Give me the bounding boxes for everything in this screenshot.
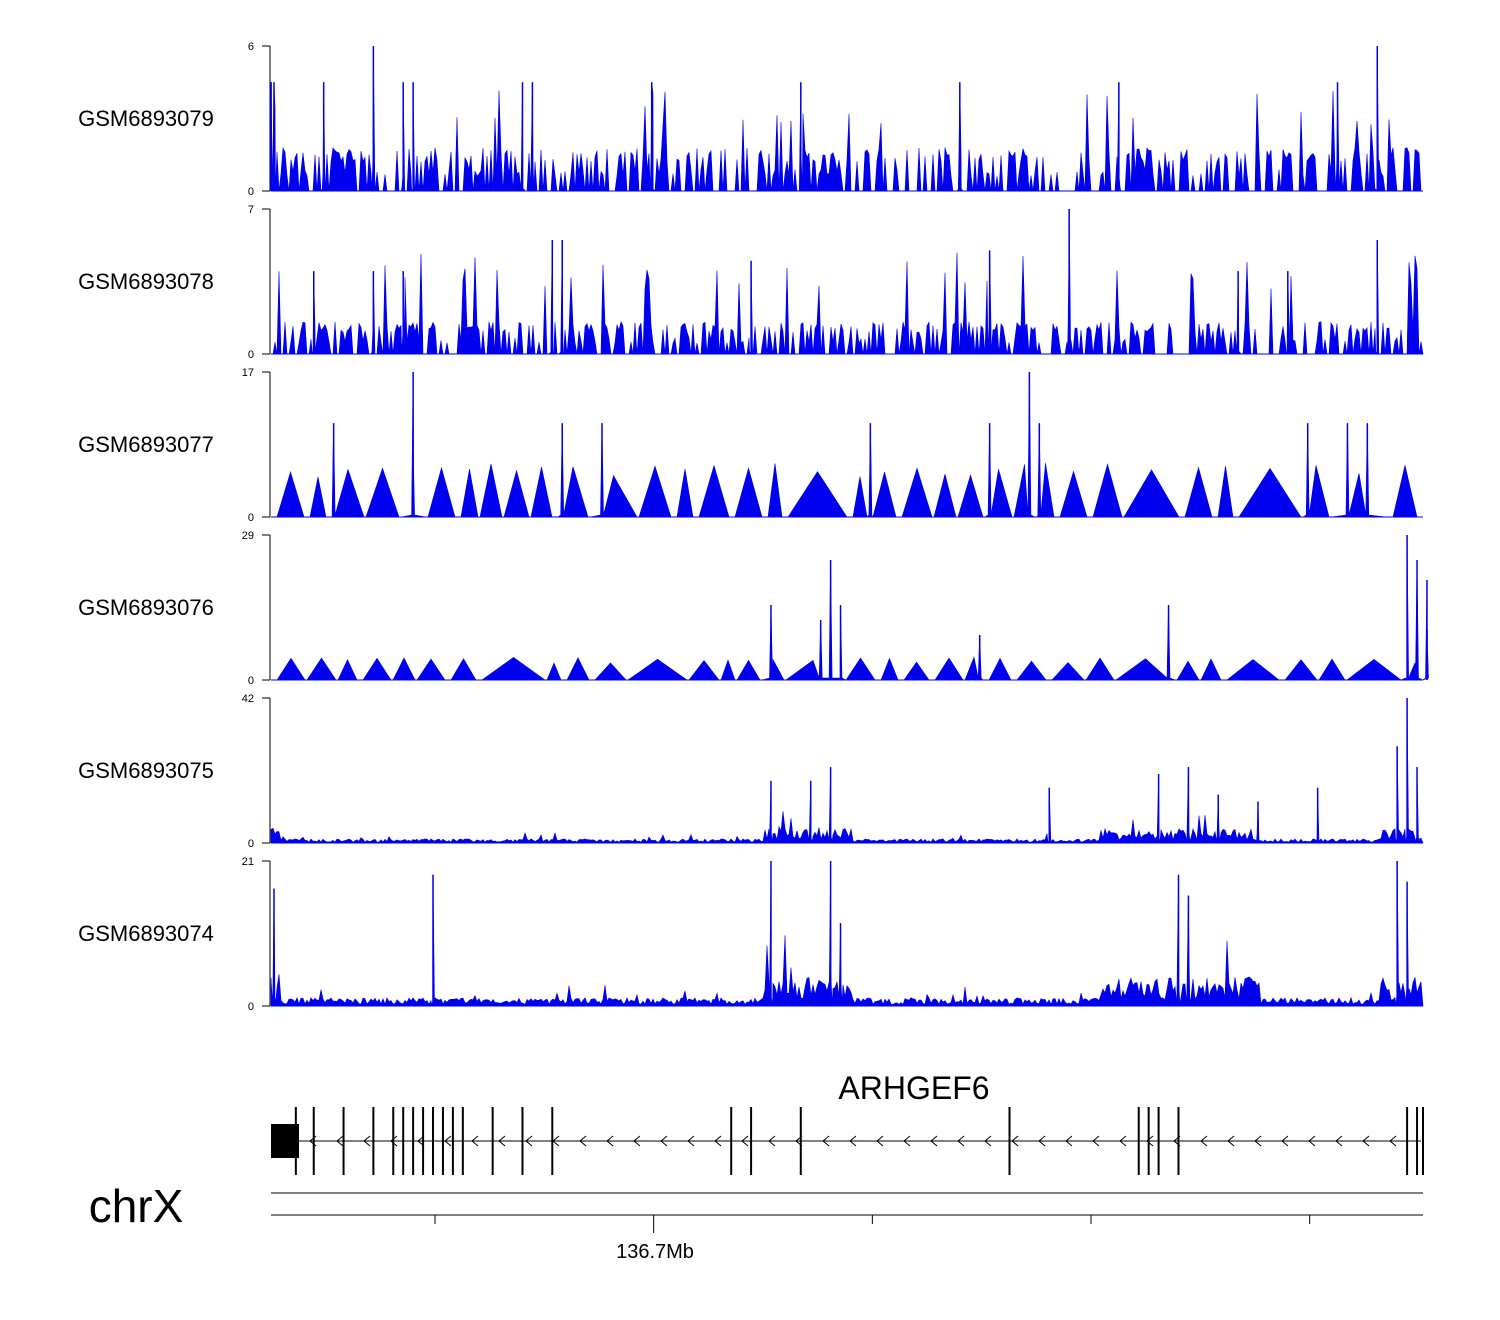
strand-chevron	[930, 1135, 938, 1147]
gene-model: ARHGEF6	[271, 1070, 1424, 1175]
y-tick-label-min: 0	[248, 1001, 254, 1013]
track-label: GSM6893077	[78, 432, 214, 457]
track-GSM6893076: GSM6893076 29 0	[78, 530, 1429, 687]
coverage-area	[269, 45, 1423, 193]
track-GSM6893079: GSM6893079 6 0	[78, 41, 1423, 198]
track-label: GSM6893075	[78, 758, 214, 783]
strand-chevron	[1389, 1135, 1397, 1147]
y-tick-label-max: 29	[242, 530, 254, 542]
strand-chevron	[984, 1135, 992, 1147]
strand-chevron	[417, 1135, 425, 1147]
coverage-area	[271, 371, 1423, 518]
y-tick-label-min: 0	[248, 186, 254, 198]
strand-chevron	[795, 1135, 803, 1147]
y-tick-label-max: 7	[248, 204, 254, 216]
track-label: GSM6893079	[78, 106, 214, 131]
coverage-area	[270, 697, 1424, 844]
track-GSM6893077: GSM6893077 17 0	[78, 367, 1423, 524]
track-GSM6893075: GSM6893075 42 0	[78, 693, 1424, 850]
axis-position-label: 136.7Mb	[616, 1241, 694, 1263]
strand-chevron	[579, 1135, 587, 1147]
strand-chevron	[363, 1135, 371, 1147]
strand-chevron	[336, 1135, 344, 1147]
strand-chevron	[444, 1135, 452, 1147]
strand-chevron	[309, 1135, 317, 1147]
strand-chevron	[1011, 1135, 1019, 1147]
strand-chevron	[1227, 1135, 1235, 1147]
y-tick-label-max: 17	[242, 367, 254, 379]
track-label: GSM6893078	[78, 269, 214, 294]
strand-chevron	[687, 1135, 695, 1147]
genomic-axis: chrX 136.7Mb	[89, 1180, 1423, 1263]
coverage-area	[270, 860, 1424, 1007]
coverage-area	[271, 208, 1424, 356]
coverage-tracks: GSM689307960GSM689307870GSM6893077170GSM…	[78, 41, 1429, 1013]
y-tick-label-min: 0	[248, 675, 254, 687]
strand-chevron	[1362, 1135, 1370, 1147]
track-label: GSM6893076	[78, 595, 214, 620]
strand-chevron	[552, 1135, 560, 1147]
strand-chevron	[525, 1135, 533, 1147]
y-tick-label-min: 0	[248, 512, 254, 524]
strand-chevron	[660, 1135, 668, 1147]
strand-chevron	[822, 1135, 830, 1147]
strand-chevron	[1308, 1135, 1316, 1147]
track-GSM6893074: GSM6893074 21 0	[78, 856, 1424, 1013]
strand-chevron	[714, 1135, 722, 1147]
strand-chevron	[1065, 1135, 1073, 1147]
gene-utr-block	[271, 1124, 299, 1158]
coverage-area	[271, 534, 1429, 681]
y-tick-label-min: 0	[248, 349, 254, 361]
track-label: GSM6893074	[78, 921, 214, 946]
strand-chevron	[390, 1135, 398, 1147]
strand-chevron	[957, 1135, 965, 1147]
strand-chevron	[876, 1135, 884, 1147]
y-tick-label-min: 0	[248, 838, 254, 850]
strand-chevron	[1335, 1135, 1343, 1147]
y-tick-label-max: 6	[248, 41, 254, 53]
gene-label: ARHGEF6	[838, 1070, 989, 1106]
strand-chevron	[471, 1135, 479, 1147]
strand-chevron	[1038, 1135, 1046, 1147]
y-tick-label-max: 21	[242, 856, 254, 868]
strand-chevron	[1173, 1135, 1181, 1147]
strand-chevron	[633, 1135, 641, 1147]
strand-chevron	[849, 1135, 857, 1147]
y-tick-label-max: 42	[242, 693, 254, 705]
strand-chevron	[768, 1135, 776, 1147]
strand-chevron	[1092, 1135, 1100, 1147]
chromosome-label: chrX	[89, 1180, 184, 1232]
strand-chevron	[903, 1135, 911, 1147]
strand-chevron	[498, 1135, 506, 1147]
track-GSM6893078: GSM6893078 7 0	[78, 204, 1424, 361]
strand-chevron	[1200, 1135, 1208, 1147]
strand-chevron	[741, 1135, 749, 1147]
strand-chevron	[606, 1135, 614, 1147]
strand-chevron	[1119, 1135, 1127, 1147]
strand-chevron	[1146, 1135, 1154, 1147]
strand-chevron	[1254, 1135, 1262, 1147]
strand-chevron	[1281, 1135, 1289, 1147]
